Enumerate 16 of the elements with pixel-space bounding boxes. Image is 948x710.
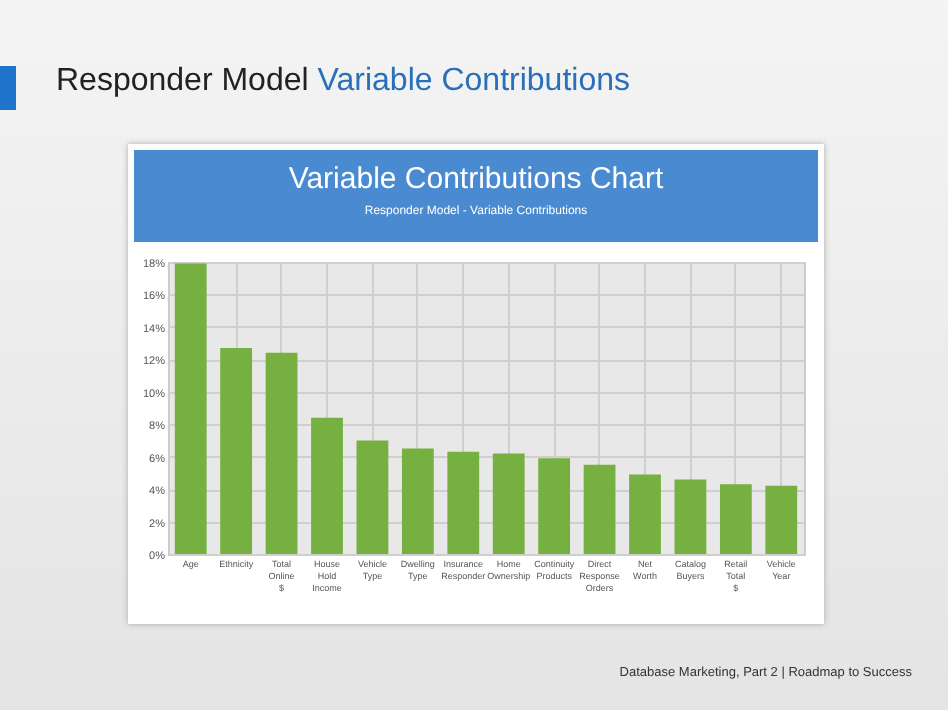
bar <box>220 347 253 554</box>
bar <box>356 440 389 554</box>
bar <box>265 352 298 554</box>
text: Responder Model Variable Contributions <box>56 64 630 100</box>
bar <box>538 458 571 554</box>
chart-title: Variable Contributions Chart <box>286 160 666 196</box>
bar <box>447 451 480 554</box>
bar <box>492 453 525 554</box>
bar <box>674 479 707 554</box>
bar <box>401 448 434 554</box>
bar <box>311 417 343 554</box>
bar <box>719 484 752 554</box>
bar <box>583 464 616 554</box>
bar <box>629 474 661 554</box>
bar <box>765 485 798 554</box>
bar <box>174 263 207 554</box>
